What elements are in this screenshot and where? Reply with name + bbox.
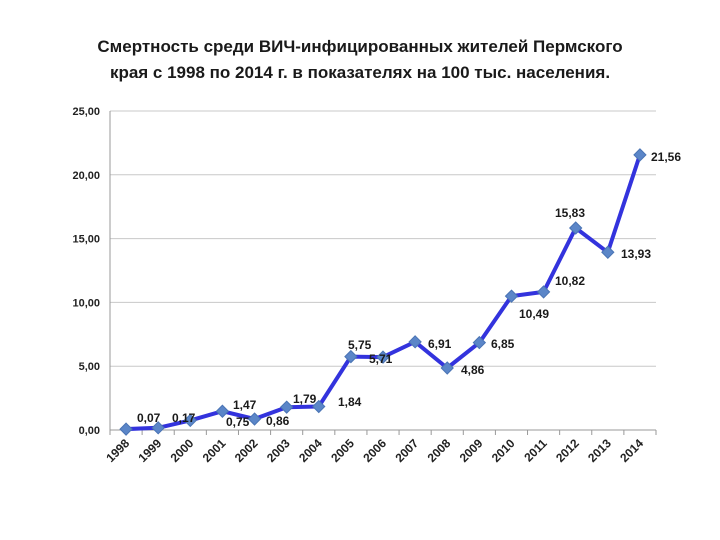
data-label: 0,07: [137, 411, 161, 425]
x-tick-label: 2003: [264, 436, 293, 465]
data-point: [633, 148, 647, 162]
data-point: [601, 245, 615, 259]
data-point: [312, 399, 326, 414]
x-tick-label: 2013: [585, 436, 614, 465]
data-point: [536, 285, 551, 299]
x-tick-label: 2007: [392, 436, 421, 465]
x-tick-label: 2008: [425, 436, 454, 465]
data-point: [568, 221, 583, 235]
x-tick-label: 2012: [553, 436, 582, 465]
data-label: 0,86: [266, 414, 290, 428]
data-label: 21,56: [651, 150, 681, 164]
data-label: 6,85: [491, 337, 515, 351]
x-tick-label: 2006: [360, 436, 389, 465]
data-label: 1,47: [233, 398, 257, 412]
x-tick-label: 1999: [136, 436, 165, 465]
y-tick-label: 25,00: [72, 106, 100, 118]
x-tick-label: 1998: [103, 436, 132, 465]
chart-title-line-1: Смертность среди ВИЧ-инфицированных жите…: [97, 37, 623, 56]
data-point: [376, 350, 390, 364]
data-label: 10,49: [519, 307, 549, 321]
data-label: 5,71: [369, 352, 393, 366]
data-point: [183, 413, 198, 428]
data-point: [247, 412, 262, 426]
x-tick-label: 2004: [296, 436, 325, 465]
data-label: 0,17: [172, 411, 196, 425]
data-point: [215, 404, 230, 418]
x-tick-label: 2011: [521, 436, 550, 465]
data-label: 1,84: [338, 395, 362, 409]
data-point: [119, 422, 133, 436]
data-label: 15,83: [555, 206, 585, 220]
y-tick-label: 5,00: [79, 361, 100, 373]
x-tick-label: 2009: [457, 436, 486, 465]
data-label: 13,93: [621, 247, 651, 261]
x-tick-label: 2010: [489, 436, 518, 465]
data-point: [440, 361, 454, 375]
data-label: 6,91: [428, 337, 452, 351]
x-tick-label: 2014: [617, 436, 646, 465]
data-label: 4,86: [461, 363, 485, 377]
data-point: [344, 349, 358, 364]
y-tick-label: 0,00: [79, 425, 100, 437]
x-tick-label: 2001: [200, 436, 229, 465]
data-label: 5,75: [348, 338, 372, 352]
x-tick-label: 2002: [232, 436, 261, 465]
y-tick-label: 10,00: [72, 297, 100, 309]
chart-title-line-2: края с 1998 по 2014 г. в показателях на …: [109, 63, 611, 82]
data-label: 1,79: [293, 392, 317, 406]
x-tick-label: 2000: [168, 436, 197, 465]
data-point: [504, 289, 519, 303]
y-tick-label: 15,00: [72, 234, 100, 246]
chart-title: Смертность среди ВИЧ-инфицированных жите…: [40, 34, 680, 86]
data-label: 10,82: [555, 274, 585, 288]
data-point: [279, 400, 294, 414]
x-tick-label: 2005: [328, 436, 357, 465]
data-point: [472, 335, 487, 350]
series-line: [124, 152, 642, 432]
y-tick-label: 20,00: [72, 170, 100, 182]
data-point: [408, 335, 422, 349]
data-label: 0,75: [226, 415, 250, 429]
data-point: [151, 421, 165, 435]
